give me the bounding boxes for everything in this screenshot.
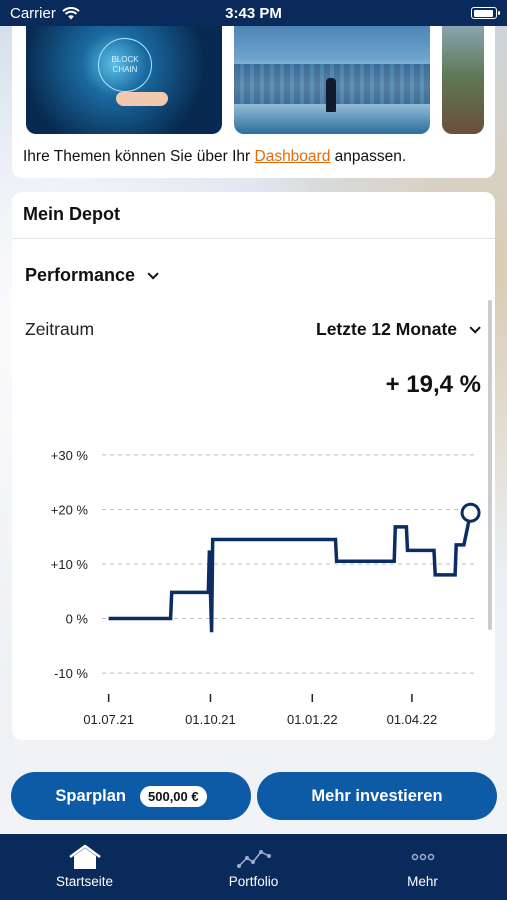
- period-dropdown-label: Letzte 12 Monate: [316, 319, 457, 339]
- wifi-icon: [62, 6, 80, 19]
- y-tick-label: -10 %: [54, 666, 88, 681]
- battery-icon: [471, 7, 500, 19]
- chart-line-icon: [236, 844, 271, 870]
- chevron-down-icon: [469, 321, 481, 334]
- blockchain-logo: BLOCK CHAIN: [98, 38, 152, 92]
- hand-image: [116, 92, 168, 106]
- home-icon: [68, 844, 102, 870]
- more-dots-icon: [406, 844, 440, 870]
- period-dropdown[interactable]: Letzte 12 Monate: [316, 319, 481, 340]
- tab-portfolio[interactable]: Portfolio: [169, 834, 338, 900]
- metric-dropdown[interactable]: Performance: [25, 265, 159, 286]
- tab-bar: Startseite Portfolio Mehr: [0, 834, 507, 900]
- x-tick-label: 01.04.22: [387, 712, 438, 727]
- topics-hint-text: Ihre Themen können Sie über Ihr: [23, 148, 255, 165]
- end-marker: [460, 502, 481, 523]
- x-tick-label: 01.07.21: [83, 712, 134, 727]
- performance-chart: +30 % +20 % +10 % 0 % -10 % 01.07.21 01.10.21 0…: [51, 448, 481, 727]
- tab-label: Portfolio: [228, 874, 279, 889]
- dashboard-link[interactable]: Dashboard: [254, 148, 331, 165]
- x-tick-label: 01.10.21: [185, 712, 236, 727]
- period-label: Zeitraum: [25, 319, 95, 339]
- clock: 3:43 PM: [225, 4, 282, 22]
- sparplan-label: Sparplan: [55, 786, 126, 805]
- y-tick-label: 0 %: [66, 612, 89, 627]
- metric-dropdown-label: Performance: [25, 265, 136, 285]
- tab-label: Startseite: [55, 874, 114, 889]
- topic-thumbnail-blockchain[interactable]: BLOCK CHAIN: [26, 26, 222, 134]
- y-tick-label: +30 %: [51, 448, 89, 463]
- sparplan-button[interactable]: Sparplan 500,00 €: [11, 772, 251, 820]
- battery-fill: [473, 9, 494, 17]
- invest-more-button[interactable]: Mehr investieren: [257, 772, 497, 820]
- x-tick-label: 01.01.22: [287, 712, 338, 727]
- tab-label: Mehr: [407, 874, 438, 889]
- invest-more-label: Mehr investieren: [311, 786, 443, 805]
- status-bar: Carrier 3:43 PM: [0, 0, 507, 26]
- tab-mehr[interactable]: Mehr: [338, 834, 507, 900]
- topics-card: BLOCK CHAIN Ihre Themen können Sie über …: [12, 26, 495, 178]
- performance-line: [108, 512, 473, 633]
- topic-thumbnail-partial[interactable]: [442, 26, 484, 134]
- y-tick-label: +20 %: [51, 502, 89, 517]
- depot-title: Mein Depot: [23, 204, 120, 224]
- tab-startseite[interactable]: Startseite: [0, 834, 169, 900]
- chevron-down-icon: [147, 267, 159, 280]
- scrollbar[interactable]: [488, 300, 492, 630]
- topics-hint: Ihre Themen können Sie über Ihr Dashboar…: [23, 148, 406, 166]
- carrier-label: Carrier: [10, 4, 56, 22]
- depot-card: Mein Depot Performance Zeitraum Letzte 1…: [12, 192, 495, 740]
- divider: [12, 238, 495, 239]
- y-tick-label: +10 %: [51, 557, 89, 572]
- topics-hint-suffix: anpassen.: [330, 148, 407, 165]
- topic-thumbnail-city[interactable]: [234, 26, 430, 134]
- sparplan-amount-badge: 500,00 €: [140, 785, 207, 807]
- performance-value: + 19,4 %: [385, 371, 481, 398]
- person-image: [326, 78, 336, 112]
